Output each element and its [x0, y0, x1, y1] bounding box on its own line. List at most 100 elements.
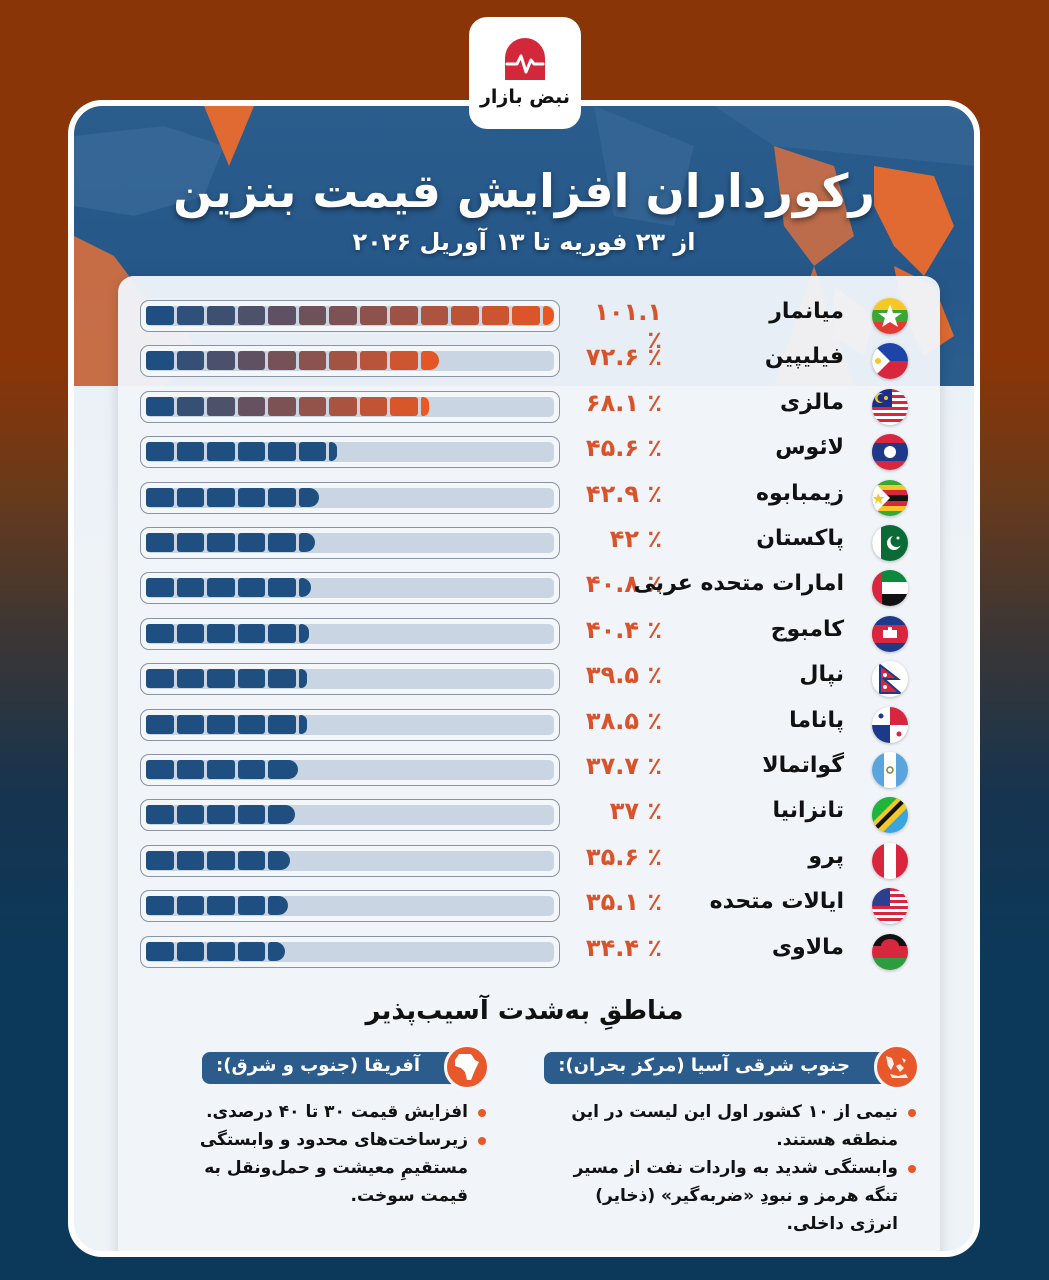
bar-fill: [146, 805, 296, 825]
region-bullet: افزایش قیمت ۳۰ تا ۴۰ درصدی.: [180, 1098, 490, 1126]
bar-value: ۳۸.۵ ٪: [585, 706, 662, 735]
country-name: زیمبابوه: [756, 480, 844, 506]
bar-fill: [146, 623, 310, 643]
brand-logo: نبض بازار: [469, 17, 581, 129]
pulse-arch-icon: [505, 38, 545, 80]
bar-track: [140, 708, 560, 741]
country-name: تانزانیا: [772, 798, 844, 824]
uae-flag-icon: [872, 570, 908, 607]
bar-value: ۴۰.۴ ٪: [585, 615, 662, 644]
country-name: ایالات متحده: [709, 889, 844, 915]
bar-row: ۴۰.۸ ٪ امارات متحده عربی: [140, 570, 920, 607]
page-subtitle: از ۲۳ فوریه تا ۱۳ آوریل ۲۰۲۶: [352, 228, 696, 256]
bar-value: ۴۲ ٪: [609, 525, 662, 553]
region-africa: آفریقا (جنوب و شرق): افزایش قیمت ۳۰ تا ۴…: [180, 1044, 490, 1210]
bar-value: ۳۵.۶ ٪: [585, 842, 662, 871]
bar-value: ۳۷ ٪: [609, 797, 662, 826]
bar-row: ۴۰.۴ ٪ کامبوج: [140, 615, 920, 652]
country-name: کامبوج: [770, 616, 844, 642]
bar-value: ۳۴.۴ ٪: [585, 933, 662, 962]
bar-fill: [146, 487, 320, 507]
country-name: میانمار: [769, 299, 844, 324]
southeast-asia-map-icon: [874, 1044, 920, 1090]
bar-row: ۶۸.۱ ٪ مالزی: [140, 388, 920, 425]
bar-fill: [146, 442, 337, 462]
bar-row: ۳۷ ٪ تانزانیا: [140, 797, 920, 834]
bar-fill: [146, 533, 316, 552]
bar-track: [140, 527, 560, 559]
region-bullet: وابستگی شدید به واردات نفت از مسیر تنگه …: [560, 1154, 920, 1238]
panama-flag-icon: [872, 706, 908, 743]
region-heading: آفریقا (جنوب و شرق):: [202, 1052, 464, 1084]
cambodia-flag-icon: [872, 615, 908, 652]
bar-track: [140, 481, 560, 514]
zimbabwe-flag-icon: [872, 479, 908, 516]
bar-value: ۱۰۱.۱ ٪: [594, 298, 662, 354]
bar-value: ۴۵.۶ ٪: [585, 434, 662, 463]
bar-value: ۳۵.۱ ٪: [585, 888, 662, 917]
bar-track: [140, 754, 560, 786]
bar-fill: [146, 896, 288, 916]
bar-fill: [146, 351, 439, 371]
bar-row: ۳۵.۶ ٪ پرو: [140, 842, 920, 879]
bar-value: ۷۲.۶ ٪: [585, 343, 662, 372]
country-name: مالاوی: [771, 934, 844, 960]
bar-value: ۶۸.۱ ٪: [585, 388, 662, 417]
bar-value: ۴۰.۸ ٪: [585, 570, 662, 599]
country-name: لائوس: [775, 435, 844, 461]
africa-map-icon: [444, 1044, 490, 1090]
bar-value: ۳۷.۷ ٪: [585, 752, 662, 780]
bar-track: [140, 390, 560, 423]
bar-track: [140, 935, 560, 968]
bar-track: [140, 345, 560, 378]
bar-value: ۳۹.۵ ٪: [585, 661, 662, 690]
bar-row: ۴۲ ٪ پاکستان: [140, 525, 920, 561]
bar-row: ۱۰۱.۱ ٪ میانمار: [140, 298, 920, 354]
country-name: پاناما: [789, 707, 844, 733]
bar-track: [140, 300, 560, 332]
country-name: نپال: [799, 662, 844, 688]
nepal-flag-icon: [872, 661, 908, 698]
malawi-flag-icon: [872, 933, 908, 970]
brand-name: نبض بازار: [479, 86, 571, 108]
bar-track: [140, 890, 560, 923]
bar-fill: [146, 714, 307, 734]
bar-row: ۳۸.۵ ٪ پاناما: [140, 706, 920, 743]
philippines-flag-icon: [872, 343, 908, 380]
bar-fill: [146, 396, 429, 416]
bar-fill: [146, 850, 290, 870]
region-bullet: زیرساخت‌های محدود و وابستگی مستقیمِ معیش…: [180, 1126, 490, 1210]
region-bullet: نیمی از ۱۰ کشور اول این لیست در این منطق…: [560, 1098, 920, 1154]
region-southeast-asia: جنوب شرقی آسیا (مرکز بحران): نیمی از ۱۰ …: [544, 1044, 920, 1238]
bar-row: ۳۷.۷ ٪ گواتمالا: [140, 752, 920, 788]
laos-flag-icon: [872, 434, 908, 471]
bar-row: ۳۹.۵ ٪ نپال: [140, 661, 920, 698]
peru-flag-icon: [872, 842, 908, 879]
country-name: فیلیپین: [764, 344, 844, 370]
bar-row: ۷۲.۶ ٪ فیلیپین: [140, 343, 920, 380]
pakistan-flag-icon: [872, 525, 908, 561]
bar-track: [140, 572, 560, 605]
bar-track: [140, 617, 560, 650]
country-name: مالزی: [780, 389, 844, 415]
bar-row: ۳۴.۴ ٪ مالاوی: [140, 933, 920, 970]
country-name: امارات متحده عربی: [633, 571, 844, 597]
bar-track: [140, 799, 560, 832]
country-name: پاکستان: [756, 526, 844, 551]
country-name: گواتمالا: [762, 753, 844, 778]
malaysia-flag-icon: [872, 388, 908, 425]
guatemala-flag-icon: [872, 752, 908, 788]
page-title: رکورداران افزایش قیمت بنزین: [173, 164, 875, 218]
bar-fill: [146, 306, 554, 325]
bar-fill: [146, 941, 285, 961]
bar-row: ۴۵.۶ ٪ لائوس: [140, 434, 920, 471]
bar-track: [140, 663, 560, 696]
bar-track: [140, 844, 560, 877]
bar-track: [140, 436, 560, 469]
myanmar-flag-icon: [872, 298, 908, 334]
bar-row: ۴۲.۹ ٪ زیمبابوه: [140, 479, 920, 516]
region-heading: جنوب شرقی آسیا (مرکز بحران):: [544, 1052, 894, 1084]
usa-flag-icon: [872, 888, 908, 925]
bar-row: ۳۵.۱ ٪ ایالات متحده: [140, 888, 920, 925]
bar-fill: [146, 578, 311, 598]
